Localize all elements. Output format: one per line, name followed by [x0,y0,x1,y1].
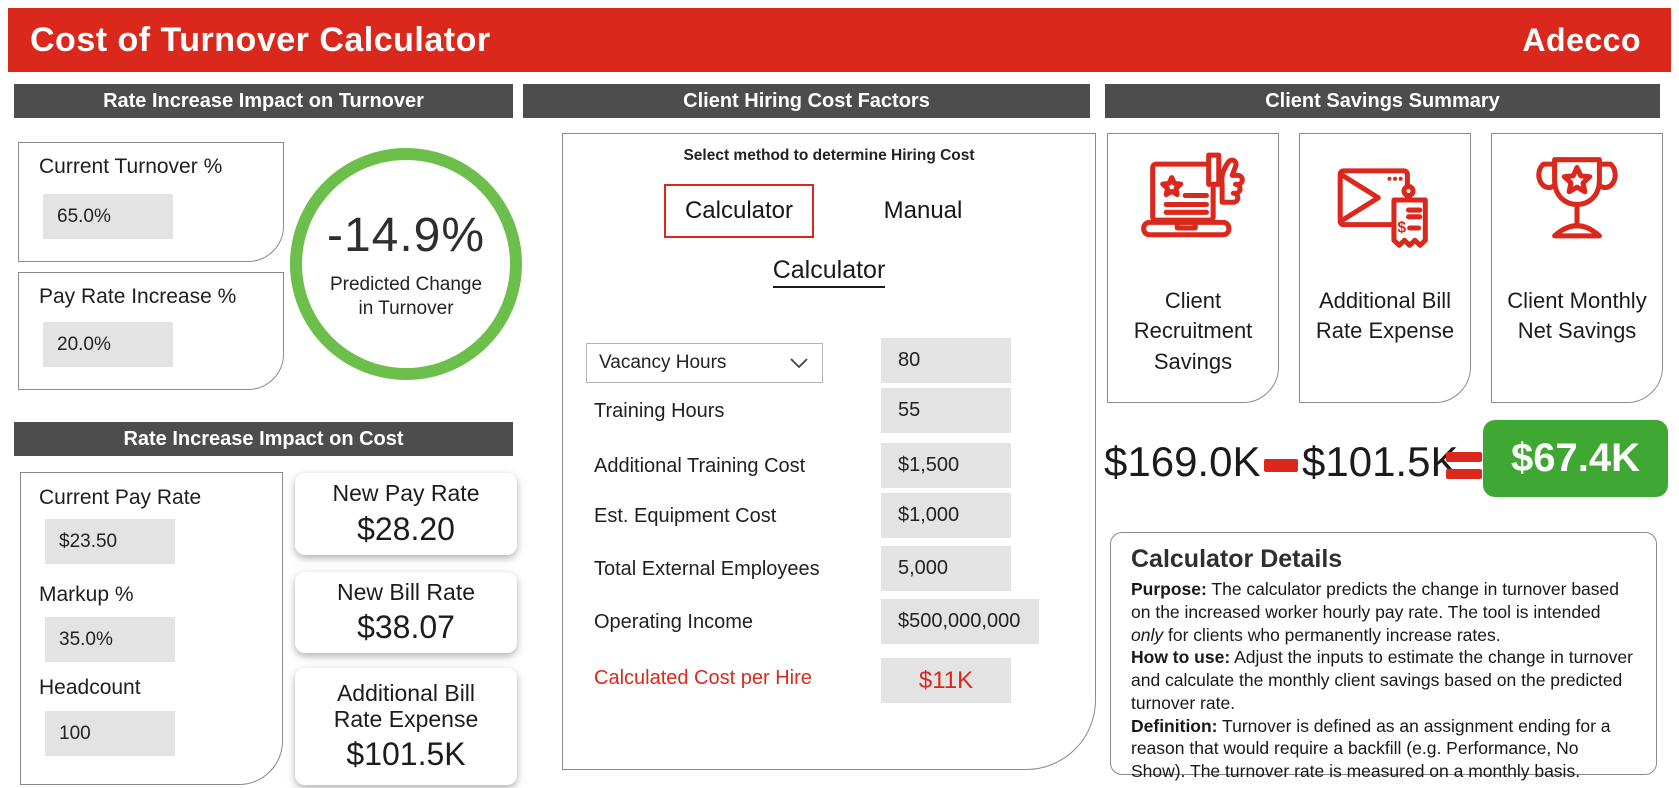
additional-bill-rate-expense-card: Additional Bill Rate Expense $101.5K [295,668,517,785]
section-header-turnover: Rate Increase Impact on Turnover [14,84,513,118]
calculator-method-button[interactable]: Calculator [664,184,814,238]
cost-inputs-card: Current Pay Rate $23.50 Markup % 35.0% H… [20,472,283,785]
predicted-change-gauge: -14.9% Predicted Change in Turnover [290,148,522,380]
est-equipment-cost-label: Est. Equipment Cost [594,505,777,527]
new-pay-rate-label: New Pay Rate [332,480,480,507]
recruitment-savings-amount: $169.0K [1104,438,1261,485]
additional-training-cost-label: Additional Training Cost [594,455,806,477]
new-bill-rate-card: New Bill Rate $38.07 [295,572,517,653]
new-pay-rate-value: $28.20 [357,510,455,547]
current-turnover-input[interactable]: 65.0% [43,194,173,239]
manual-method-button[interactable]: Manual [863,184,983,238]
calculator-section-heading: Calculator [772,256,886,288]
additional-bill-rate-expense-value: $101.5K [346,736,466,773]
calculator-section-heading-wrap: Calculator [563,256,1095,288]
equals-icon [1446,452,1482,479]
training-hours-label: Training Hours [594,400,725,422]
predicted-change-value: -14.9% [326,208,486,262]
current-turnover-card: Current Turnover % 65.0% [18,142,284,262]
trophy-icon [1536,157,1618,239]
est-equipment-cost-value[interactable]: $1,000 [881,493,1011,538]
total-external-employees-value[interactable]: 5,000 [881,546,1011,591]
vacancy-hours-dropdown-label: Vacancy Hours [599,352,727,373]
new-bill-rate-value: $38.07 [357,609,455,646]
current-pay-rate-input[interactable]: $23.50 [45,519,175,564]
calculated-cost-per-hire-label: Calculated Cost per Hire [594,667,812,689]
calculator-details-box: Calculator Details Purpose: The calculat… [1110,532,1657,781]
calculator-details-title: Calculator Details [1131,545,1343,573]
additional-bill-rate-expense-summary-card: $ Additional Bill Rate Expense [1299,133,1471,403]
chevron-down-icon [790,357,808,368]
calculated-cost-per-hire-value: $11K [881,658,1011,703]
client-recruitment-savings-card: Client Recruitment Savings [1107,133,1279,403]
hiring-cost-card: Select method to determine Hiring Cost C… [562,133,1096,770]
client-monthly-net-savings-label: Client Monthly Net Savings [1507,288,1647,344]
envelope-receipt-icon: $ [1337,168,1428,248]
net-savings-result-badge: $67.4K [1483,420,1668,497]
headcount-input[interactable]: 100 [45,711,175,756]
laptop-thumbs-up-icon [1141,152,1245,238]
app-banner: Cost of Turnover Calculator Adecco [8,8,1671,72]
adecco-logo: Adecco [1522,21,1641,58]
current-turnover-label: Current Turnover % [39,155,223,178]
additional-training-cost-value[interactable]: $1,500 [881,443,1011,488]
additional-bill-rate-expense-summary-label: Additional Bill Rate Expense [1315,288,1455,344]
pay-rate-increase-label: Pay Rate Increase % [39,285,237,308]
details-how-to-use: How to use: Adjust the inputs to estimat… [1131,647,1633,713]
new-bill-rate-label: New Bill Rate [336,578,476,605]
svg-text:$: $ [1397,219,1406,236]
section-header-cost: Rate Increase Impact on Cost [14,422,513,456]
section-header-savings: Client Savings Summary [1105,84,1660,118]
pay-rate-increase-card: Pay Rate Increase % 20.0% [18,272,284,390]
client-recruitment-savings-label: Client Recruitment Savings [1133,288,1253,374]
vacancy-hours-dropdown[interactable]: Vacancy Hours [586,343,823,383]
vacancy-hours-value[interactable]: 80 [881,338,1011,383]
details-purpose: Purpose: The calculator predicts the cha… [1131,579,1620,645]
markup-label: Markup % [39,583,134,606]
predicted-change-caption: Predicted Change in Turnover [329,273,483,319]
client-monthly-net-savings-card: Client Monthly Net Savings [1491,133,1663,403]
section-header-hiring-cost: Client Hiring Cost Factors [523,84,1090,118]
new-pay-rate-card: New Pay Rate $28.20 [295,473,517,555]
details-definition: Definition: Turnover is defined as an as… [1131,715,1611,782]
markup-input[interactable]: 35.0% [45,617,175,662]
operating-income-label: Operating Income [594,611,753,633]
operating-income-value[interactable]: $500,000,000 [881,599,1039,644]
total-external-employees-label: Total External Employees [594,558,820,580]
pay-rate-increase-input[interactable]: 20.0% [43,322,173,367]
page-title: Cost of Turnover Calculator [30,20,491,59]
bill-rate-expense-amount: $101.5K [1302,438,1459,485]
minus-icon [1264,459,1298,472]
method-prompt: Select method to determine Hiring Cost [683,147,975,164]
current-pay-rate-label: Current Pay Rate [39,486,202,509]
headcount-label: Headcount [39,676,141,699]
training-hours-value[interactable]: 55 [881,388,1011,433]
additional-bill-rate-expense-label: Additional Bill Rate Expense [333,679,479,732]
